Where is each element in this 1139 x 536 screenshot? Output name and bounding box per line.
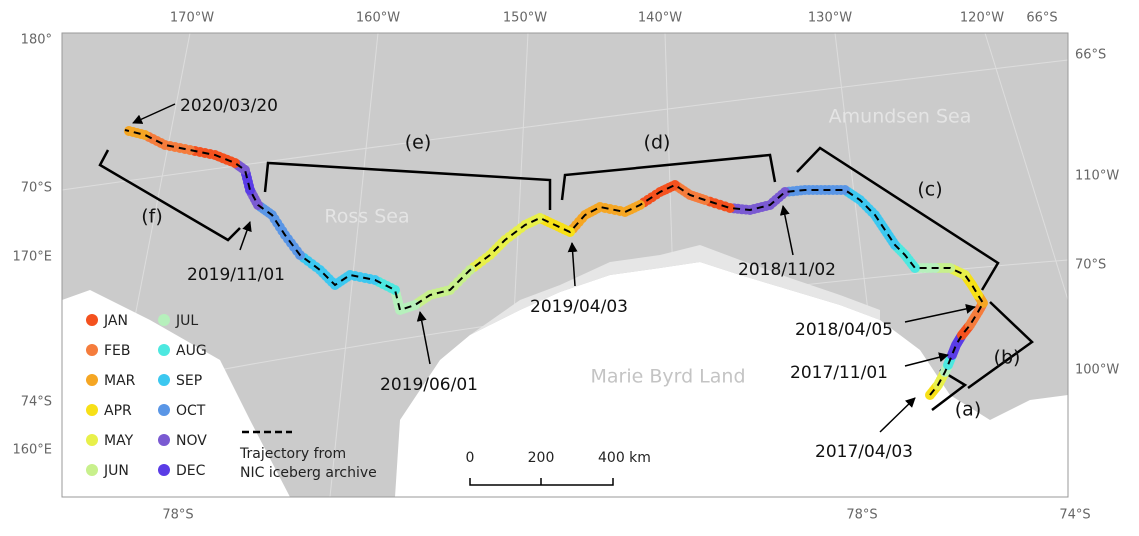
track-dot [124,126,134,136]
segment-label: (d) [644,132,671,154]
date-label: 2017/04/03 [815,442,913,462]
legend-trajectory-label: NIC iceberg archive [240,465,377,481]
axis-label: 100°W [1075,363,1119,378]
scale-label: 200 [528,450,555,466]
legend-label: JUL [175,313,198,329]
legend-label: OCT [176,403,206,419]
legend-label: NOV [176,433,207,449]
legend-dot [158,434,170,446]
legend-label: SEP [176,373,202,389]
date-label: 2019/04/03 [530,297,628,317]
axis-label: 170°E [12,250,52,265]
land [395,262,1068,497]
legend-label: APR [104,403,132,419]
legend-label: DEC [176,463,206,479]
axis-label: 160°E [12,443,52,458]
arrow [904,352,949,367]
legend-label: FEB [104,343,131,359]
axis-label: 66°S [1075,48,1106,63]
trajectory-line [124,129,985,396]
legend-dot [158,344,170,356]
segment-label: (c) [917,179,942,201]
legend-dot [86,374,98,386]
legend-dot [86,314,98,326]
legend-dot [86,404,98,416]
legend-trajectory-label: Trajectory from [239,446,346,462]
date-label: 2019/11/01 [187,265,285,285]
legend-label: MAY [104,433,134,449]
segment-label: (a) [955,399,981,421]
place-name: Ross Sea [324,206,409,228]
legend-dot [158,464,170,476]
axis-label: 66°S [1026,11,1057,26]
segment-label: (f) [141,206,163,228]
axis-label: 120°W [960,11,1004,26]
legend-dot [86,464,98,476]
axis-label: 110°W [1075,169,1119,184]
segment-label: (e) [405,132,432,154]
axis-label: 140°W [638,11,682,26]
ice-shelf [470,245,880,335]
arrow [239,221,252,251]
axis-label: 180° [21,33,52,48]
scale-label: 0 [466,450,475,466]
axis-label: 74°S [1059,508,1090,523]
legend-dot [158,374,170,386]
bracket [796,146,1000,291]
axis-label: 70°S [21,181,52,196]
arrow [132,103,176,124]
arrow [779,205,794,256]
axis-label: 78°S [846,508,877,523]
place-name: Amundsen Sea [829,106,972,128]
arrow [904,303,976,323]
segment-label: (b) [994,347,1021,369]
date-label: 2019/06/01 [380,375,478,395]
axis-label: 170°W [170,11,214,26]
legend-dot [158,314,170,326]
axis-label: 130°W [808,11,852,26]
scale-label: 400 km [598,450,651,466]
place-name: Marie Byrd Land [590,366,745,388]
bracket [560,153,777,201]
axis-label: 74°S [21,395,52,410]
axis-label: 70°S [1075,258,1106,273]
legend-dot [86,434,98,446]
arrow [567,242,578,287]
legend-dot [158,404,170,416]
axis-label: 160°W [356,11,400,26]
legend-dot [86,344,98,356]
bracket [263,161,552,210]
axis-label: 78°S [162,508,193,523]
legend-label: AUG [176,343,207,359]
legend-label: JAN [103,313,128,329]
arrow [879,397,916,433]
legend-label: MAR [104,373,136,389]
date-label: 2017/11/01 [790,363,888,383]
date-label: 2020/03/20 [180,96,278,116]
date-label: 2018/11/02 [738,260,836,280]
axis-label: 150°W [503,11,547,26]
map-frame [61,32,1069,498]
legend-label: JUN [103,463,129,479]
arrow [416,311,431,365]
bracket [98,149,241,242]
land-west [62,290,290,497]
bracket [967,301,1034,390]
date-label: 2018/04/05 [795,320,893,340]
